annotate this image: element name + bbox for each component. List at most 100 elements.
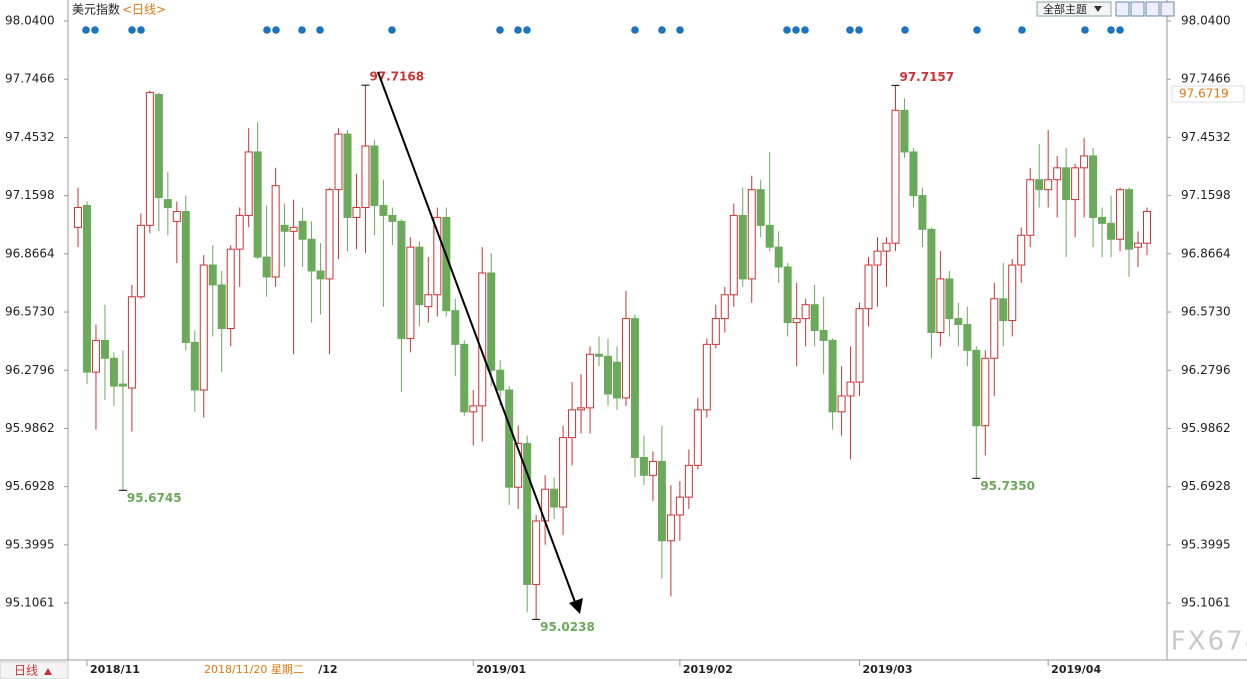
candle-body xyxy=(451,310,460,345)
candle-body xyxy=(747,189,756,280)
y-tick-label: 95.9862 xyxy=(5,421,55,435)
candle-body xyxy=(909,151,918,197)
candle-body xyxy=(550,488,559,508)
plot: 98.0400 98.0400 97.7466 97.7466 97.4532 97.45… xyxy=(5,14,1231,676)
candle-body xyxy=(74,207,82,228)
candle-body xyxy=(352,207,361,218)
candle-body xyxy=(891,109,900,244)
candle-body xyxy=(963,324,972,351)
candle-body xyxy=(1026,179,1035,236)
candle-body xyxy=(621,318,630,399)
trend-arrow xyxy=(377,71,583,614)
candle-body xyxy=(900,109,909,153)
x-tick-label: 2019/03 xyxy=(863,663,913,676)
candle-body xyxy=(361,145,370,209)
extreme-label: 97.7157 xyxy=(899,70,954,84)
candle-body xyxy=(612,361,621,399)
candle-body xyxy=(981,357,990,427)
candle-body xyxy=(577,407,586,411)
candle-body xyxy=(388,214,397,222)
candle-body xyxy=(1107,222,1116,240)
candle-body xyxy=(226,248,235,330)
candle-body xyxy=(280,224,289,232)
tool-icon[interactable] xyxy=(1145,1,1160,17)
candle-body xyxy=(693,409,702,466)
candle-body xyxy=(208,264,217,286)
candle-body xyxy=(846,381,855,397)
candle-body xyxy=(1008,264,1017,322)
extreme-label: 95.6745 xyxy=(127,491,182,505)
y2-tick-label: 97.7466 xyxy=(1181,72,1231,86)
y2-tick-label: 96.8664 xyxy=(1181,246,1231,260)
x-tick-label: 2019/04 xyxy=(1051,663,1101,676)
candle-body xyxy=(630,318,639,458)
candle-body xyxy=(163,199,172,209)
candle-body xyxy=(792,318,801,324)
candle-body xyxy=(675,496,684,516)
extreme-label: 95.7350 xyxy=(980,479,1035,493)
y2-tick-label: 96.2796 xyxy=(1181,363,1231,377)
dropdown-arrow xyxy=(1094,6,1102,12)
candle-body xyxy=(702,343,711,411)
candle-body xyxy=(837,395,846,413)
candle-body xyxy=(1017,234,1026,266)
extreme-label: 97.7168 xyxy=(369,70,424,84)
candle-body xyxy=(433,216,442,296)
period-label: <日线> xyxy=(122,3,166,17)
cursor-label: 2018/11/20 星期二 xyxy=(204,663,304,676)
candle-body xyxy=(244,151,253,216)
candle-body xyxy=(262,256,271,278)
y2-tick-label: 95.1061 xyxy=(1181,596,1231,610)
candle-body xyxy=(199,264,208,391)
candle-body xyxy=(298,220,307,240)
x-tick-label: 2019/02 xyxy=(683,663,733,676)
candle-body xyxy=(136,224,145,298)
candle-body xyxy=(729,214,738,296)
candle-body xyxy=(505,389,514,488)
watermark: FX678 xyxy=(1171,627,1247,657)
candle-body xyxy=(927,228,936,333)
candle-body xyxy=(936,278,945,333)
candle-body xyxy=(1035,179,1044,191)
candle-body xyxy=(289,226,298,232)
candle-body xyxy=(756,189,765,226)
candle-body xyxy=(190,341,199,391)
tool-icon[interactable] xyxy=(1115,1,1130,17)
candle-body xyxy=(379,205,388,216)
candle-body xyxy=(666,514,675,542)
candle-body xyxy=(684,464,693,498)
candle-body xyxy=(604,355,613,395)
candle-body xyxy=(648,460,657,476)
y-tick-label: 97.1598 xyxy=(5,188,55,202)
chart-title: 美元指数 xyxy=(72,2,120,17)
candle-body xyxy=(1062,167,1071,201)
y2-tick-label: 98.0400 xyxy=(1181,14,1231,28)
candle-body xyxy=(774,246,783,268)
candle-body xyxy=(91,339,100,373)
theme-button[interactable] xyxy=(1036,1,1112,17)
last-price-label: 97.6719 xyxy=(1179,87,1229,101)
candle-body xyxy=(271,185,280,278)
y2-tick-label: 95.9862 xyxy=(1181,421,1231,435)
candle-body xyxy=(639,456,648,476)
candle-body xyxy=(217,284,226,330)
candle-body xyxy=(819,329,828,341)
candle-body xyxy=(424,294,433,308)
candle-body xyxy=(559,437,568,508)
candle-body xyxy=(1053,167,1062,181)
tool-icon[interactable] xyxy=(1160,1,1175,17)
candle-body xyxy=(783,266,792,324)
candle-body xyxy=(972,349,981,427)
candle-body xyxy=(127,296,136,389)
candle-body xyxy=(496,369,505,391)
y-tick-label: 95.3995 xyxy=(5,537,55,551)
y2-tick-label: 97.1598 xyxy=(1181,188,1231,202)
candle-body xyxy=(828,339,837,413)
candle-body xyxy=(801,304,810,320)
candle-body xyxy=(738,214,747,280)
candle-body xyxy=(397,220,406,339)
candle-body xyxy=(954,318,963,326)
tool-icon[interactable] xyxy=(1130,1,1145,17)
candle-body xyxy=(1134,242,1143,248)
